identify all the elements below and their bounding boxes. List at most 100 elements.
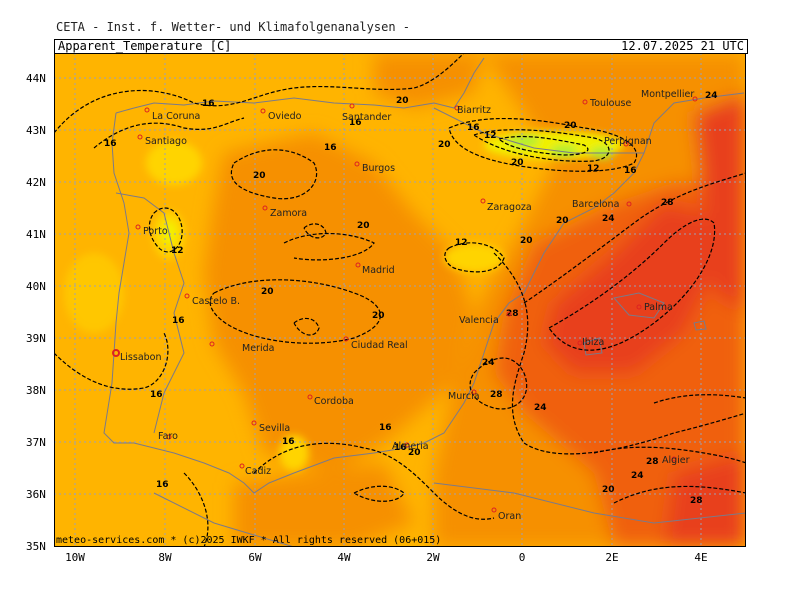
- city-label: Valencia: [459, 315, 499, 326]
- city-label: Zamora: [270, 208, 307, 219]
- contour-label: 24: [534, 403, 547, 413]
- contour-label: 20: [408, 448, 421, 458]
- city-label: Montpellier: [641, 89, 694, 100]
- contour-label: 24: [705, 91, 718, 101]
- city-label: Burgos: [362, 163, 395, 174]
- field-4-8-pyrenees-mid: [550, 145, 578, 157]
- city-label: Almeria: [392, 441, 429, 452]
- city-label: Oran: [498, 511, 521, 522]
- city-label: Merida: [242, 343, 274, 354]
- lon-label: 2E: [605, 551, 619, 564]
- lon-label: 4E: [694, 551, 708, 564]
- city-label: Zaragoza: [487, 202, 532, 213]
- lon-label: 0: [518, 551, 526, 564]
- city-label: Sevilla: [259, 423, 290, 434]
- contour-label: 16: [282, 437, 295, 447]
- contour-label: 20: [438, 140, 451, 150]
- lon-label: 10W: [65, 551, 85, 564]
- temperature-map[interactable]: 16 20 16 12 20 16 20 16 20 12 16 12 16 2…: [54, 53, 746, 547]
- field-12-16-sierra: [279, 435, 309, 471]
- cities: [112, 96, 698, 513]
- contour-label: 16: [150, 390, 163, 400]
- grid: [54, 53, 746, 547]
- lat-label: 43N: [26, 124, 46, 137]
- city-label: Lissabon: [120, 352, 162, 363]
- contour-label: 20: [253, 171, 266, 181]
- contour-label: 16: [104, 139, 117, 149]
- field-12-16-ebro: [444, 244, 504, 272]
- city-label: Palma: [644, 302, 673, 313]
- contour-label: 24: [631, 471, 644, 481]
- city-label: Castelo B.: [192, 296, 240, 307]
- contour-label: 16: [349, 118, 362, 128]
- contour-label: 16: [172, 316, 185, 326]
- city-label: Biarritz: [457, 105, 491, 116]
- contour-label: 16: [624, 166, 637, 176]
- field-20-24-biscay: [374, 53, 484, 108]
- map-frame: [54, 53, 746, 547]
- city-label: La Coruna: [152, 111, 200, 122]
- contour-label: 28: [690, 496, 703, 506]
- contour-label: 28: [646, 457, 659, 467]
- lat-label: 38N: [26, 384, 46, 397]
- contour-label: 20: [357, 221, 370, 231]
- contour-label: 12: [587, 164, 600, 174]
- contour-label: 20: [511, 158, 524, 168]
- parameter-label: Apparent_Temperature [C]: [58, 39, 232, 53]
- source-header: CETA - Inst. f. Wetter- und Klimafolgena…: [56, 20, 411, 34]
- lat-label: 42N: [26, 176, 46, 189]
- contour-label: 24: [482, 358, 495, 368]
- contour-label: 20: [556, 216, 569, 226]
- lat-label: 44N: [26, 72, 46, 85]
- city-label: Ciudad Real: [351, 340, 408, 351]
- field-28-32-southeast: [664, 453, 746, 547]
- contour-label: 16: [467, 123, 480, 133]
- contour-label: 28: [490, 390, 503, 400]
- city-label: Cordoba: [314, 396, 354, 407]
- contour-label: 20: [396, 96, 409, 106]
- city-label: Algier: [662, 455, 690, 466]
- contours: [54, 53, 746, 547]
- city-label: Cadiz: [245, 466, 271, 477]
- contour-label: 12: [455, 238, 468, 248]
- city-label: Santander: [342, 112, 391, 123]
- contour-label: 16: [324, 143, 337, 153]
- lat-label: 36N: [26, 488, 46, 501]
- contour-label: 28: [661, 198, 674, 208]
- lat-label: 41N: [26, 228, 46, 241]
- field-20-24-spain-inland: [204, 133, 474, 473]
- contour-label: 20: [372, 311, 385, 321]
- field-28-32-east: [694, 93, 746, 313]
- lat-label: 39N: [26, 332, 46, 345]
- contour-label: 16: [394, 443, 407, 453]
- field-4-8-pyrenees-west: [508, 135, 540, 147]
- lat-label: 40N: [26, 280, 46, 293]
- lon-label: 4W: [337, 551, 351, 564]
- city-label: Toulouse: [589, 98, 631, 109]
- lat-label: 35N: [26, 540, 46, 553]
- city-label: Madrid: [362, 265, 395, 276]
- contour-label: 12: [171, 246, 184, 256]
- field-28-32-balearic: [544, 203, 714, 373]
- coastlines: [103, 57, 746, 547]
- field-12-16-atlantic: [64, 253, 124, 333]
- field-20-24-south: [234, 463, 414, 547]
- city-label: Faro: [158, 431, 178, 442]
- title-bar: Apparent_Temperature [C] 12.07.2025 21 U…: [54, 39, 748, 54]
- contour-label: 28: [506, 309, 519, 319]
- city-label: Murcia: [448, 391, 480, 402]
- field-12-16-galicia: [146, 141, 202, 185]
- valid-time-label: 12.07.2025 21 UTC: [621, 39, 744, 53]
- lon-label: 2W: [426, 551, 440, 564]
- city-label: Barcelona: [572, 199, 619, 210]
- city-labels: La Coruna Oviedo Santander Biarritz Toul…: [120, 89, 694, 522]
- contour-label: 20: [520, 236, 533, 246]
- city-label: Ibiza: [582, 337, 604, 348]
- city-label: Perpignan: [604, 136, 652, 147]
- contour-label: 24: [602, 214, 615, 224]
- city-label: Porto: [143, 226, 168, 237]
- contour-label: 16: [202, 99, 215, 109]
- copyright-footer: meteo-services.com * (c)2025 IWKF * All …: [56, 535, 442, 546]
- contour-label: 12: [484, 131, 497, 141]
- city-label: Santiago: [145, 136, 187, 147]
